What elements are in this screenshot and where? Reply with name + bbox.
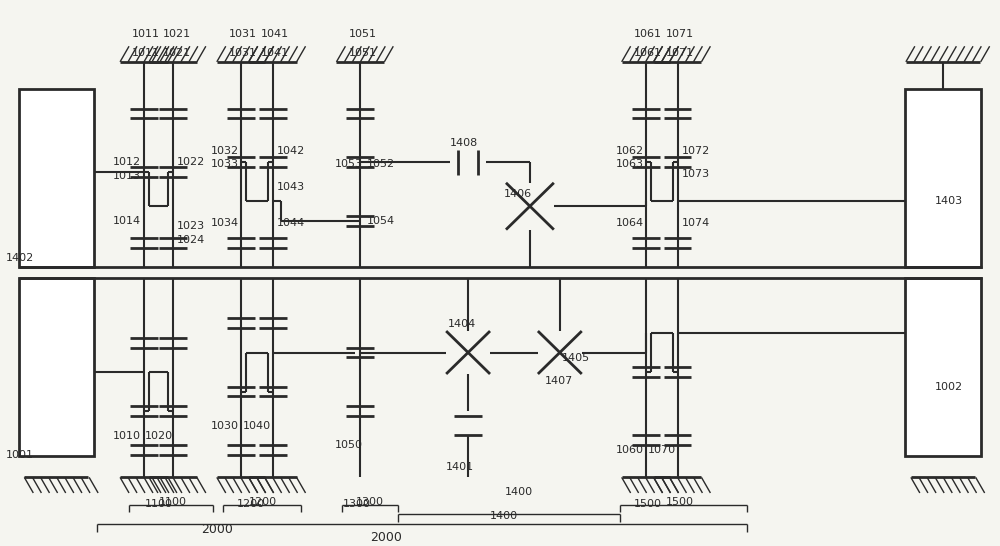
Text: 1040: 1040 <box>243 421 271 431</box>
Text: 1408: 1408 <box>450 138 478 148</box>
Text: 1400: 1400 <box>490 511 518 520</box>
Text: 1033: 1033 <box>211 159 239 169</box>
Text: 1061: 1061 <box>634 48 662 58</box>
Text: 1405: 1405 <box>562 353 590 363</box>
Text: 1402: 1402 <box>5 253 34 263</box>
Text: 1023: 1023 <box>177 221 205 231</box>
Text: 1001: 1001 <box>5 450 33 460</box>
Text: 1032: 1032 <box>211 146 239 156</box>
Bar <box>19 89 94 266</box>
Text: 1500: 1500 <box>634 499 662 509</box>
Text: 1073: 1073 <box>681 169 710 179</box>
Text: 1014: 1014 <box>113 216 141 226</box>
Text: 1300: 1300 <box>355 497 383 507</box>
Bar <box>905 89 981 266</box>
Text: 1400: 1400 <box>505 487 533 497</box>
Text: 1051: 1051 <box>348 29 376 39</box>
Bar <box>905 278 981 456</box>
Text: 2000: 2000 <box>370 531 402 544</box>
Text: 1030: 1030 <box>211 421 239 431</box>
Text: 1064: 1064 <box>616 218 644 228</box>
Text: 1072: 1072 <box>681 146 710 156</box>
Text: 1200: 1200 <box>249 497 277 507</box>
Text: 1401: 1401 <box>446 462 474 472</box>
Text: 1021: 1021 <box>163 48 191 58</box>
Text: 1071: 1071 <box>666 29 694 39</box>
Text: 1061: 1061 <box>634 29 662 39</box>
Text: 1042: 1042 <box>277 146 305 156</box>
Text: 2000: 2000 <box>201 523 233 536</box>
Text: 1010: 1010 <box>113 431 141 441</box>
Text: 1100: 1100 <box>145 499 173 509</box>
Text: 1300: 1300 <box>342 499 370 509</box>
Text: 1074: 1074 <box>681 218 710 228</box>
Text: 1053: 1053 <box>334 159 362 169</box>
Text: 1063: 1063 <box>616 159 644 169</box>
Bar <box>19 278 94 456</box>
Text: 1404: 1404 <box>448 319 476 329</box>
Text: 1043: 1043 <box>277 182 305 192</box>
Text: 1054: 1054 <box>366 216 394 226</box>
Text: 1011: 1011 <box>132 48 160 58</box>
Text: 1022: 1022 <box>177 157 205 168</box>
Text: 1100: 1100 <box>159 497 187 507</box>
Text: 1060: 1060 <box>616 445 644 455</box>
Text: 1407: 1407 <box>545 376 573 386</box>
Text: 1070: 1070 <box>648 445 676 455</box>
Text: 1031: 1031 <box>229 29 257 39</box>
Text: 1500: 1500 <box>666 497 694 507</box>
Text: 1021: 1021 <box>163 29 191 39</box>
Text: 1052: 1052 <box>366 159 394 169</box>
Text: 1031: 1031 <box>229 48 257 58</box>
Text: 1062: 1062 <box>616 146 644 156</box>
Text: 1013: 1013 <box>113 171 141 181</box>
Text: 1012: 1012 <box>113 157 141 168</box>
Text: 1200: 1200 <box>237 499 265 509</box>
Text: 1024: 1024 <box>177 235 205 246</box>
Text: 1011: 1011 <box>132 29 160 39</box>
Text: 1002: 1002 <box>935 382 963 392</box>
Text: 1051: 1051 <box>348 48 376 58</box>
Text: 1041: 1041 <box>261 29 289 39</box>
Text: 1071: 1071 <box>666 48 694 58</box>
Text: 1406: 1406 <box>504 189 532 199</box>
Text: 1044: 1044 <box>277 218 305 228</box>
Text: 1041: 1041 <box>261 48 289 58</box>
Text: 1034: 1034 <box>211 218 239 228</box>
Text: 1403: 1403 <box>935 197 963 206</box>
Text: 1050: 1050 <box>334 440 362 450</box>
Text: 1020: 1020 <box>145 431 173 441</box>
